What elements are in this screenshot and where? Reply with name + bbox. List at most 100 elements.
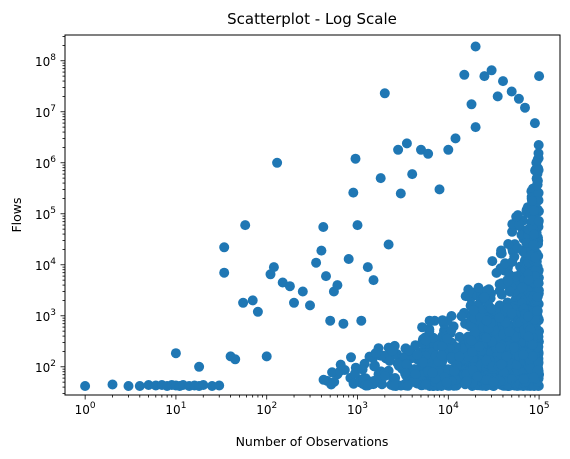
scatter-point — [368, 275, 379, 286]
scatter-point — [410, 369, 421, 379]
scatter-point — [343, 254, 354, 264]
scatter-point — [533, 165, 544, 175]
x-tick-label: 100 — [75, 401, 96, 417]
scatter-point — [388, 380, 399, 391]
scatter-point — [505, 286, 516, 297]
scatter-point — [383, 239, 394, 250]
scatter-point — [474, 341, 485, 352]
scatter-point — [496, 248, 507, 259]
x-tick-label: 103 — [347, 401, 368, 417]
scatter-point — [467, 347, 478, 357]
scatter-point — [481, 315, 492, 326]
scatter-point — [134, 381, 145, 391]
scatter-point — [496, 289, 507, 300]
scatter-point — [511, 211, 522, 222]
scatter-point — [528, 372, 539, 383]
scatter-point — [494, 312, 505, 323]
scatter-point — [523, 331, 534, 342]
scatter-point — [230, 354, 241, 365]
scatter-point — [533, 215, 544, 226]
scatter-point — [420, 379, 431, 390]
scatter-point — [311, 257, 322, 268]
scatter-point — [529, 118, 540, 129]
scatter-point — [318, 374, 329, 385]
scatter-point — [511, 359, 522, 370]
scatter-point — [379, 371, 390, 381]
scatter-point — [507, 219, 518, 230]
y-tick-label: 104 — [35, 257, 56, 273]
scatter-point — [496, 359, 507, 370]
scatter-point — [529, 229, 539, 240]
scatter-point — [532, 292, 543, 302]
scatter-point — [297, 286, 308, 297]
scatter-point — [507, 226, 518, 237]
scatter-point — [454, 331, 465, 342]
scatter-point — [327, 367, 338, 378]
scatter-point — [530, 252, 541, 263]
scatter-point — [441, 377, 452, 388]
scatter-point — [517, 282, 528, 293]
scatter-point — [509, 342, 520, 353]
scatter-point — [446, 325, 457, 336]
scatter-point — [284, 281, 295, 292]
scatter-point — [387, 345, 398, 356]
scatter-point — [434, 184, 445, 195]
scatter-point — [427, 367, 438, 378]
scatter-point — [470, 122, 481, 133]
plot-frame — [64, 34, 561, 396]
scatter-point — [506, 86, 517, 97]
scatter-point — [401, 138, 412, 149]
scatter-point — [449, 366, 460, 377]
scatter-point — [466, 99, 477, 110]
scatter-point — [329, 376, 340, 387]
scatter-point — [468, 305, 479, 316]
scatter-point — [384, 355, 395, 366]
scatter-point — [498, 76, 508, 87]
y-axis-label: Flows — [9, 197, 24, 232]
scatter-point — [420, 335, 431, 346]
scatter-point — [534, 71, 545, 82]
y-tick-label: 108 — [35, 53, 56, 69]
x-tick-label: 105 — [529, 401, 550, 417]
scatter-point — [518, 374, 529, 384]
scatter-point — [412, 349, 423, 360]
scatter-point — [402, 380, 413, 391]
points-layer — [80, 41, 545, 391]
scatter-point — [528, 240, 539, 251]
scatter-point — [514, 219, 525, 230]
scatter-point — [392, 358, 403, 369]
scatter-point — [479, 292, 490, 303]
scatter-point — [272, 157, 283, 168]
scatter-point — [417, 357, 428, 368]
scatter-point — [533, 278, 544, 289]
scatter-point — [532, 175, 543, 186]
scatter-point — [466, 335, 477, 346]
scatter-point — [527, 351, 538, 362]
scatter-point — [219, 242, 230, 253]
scatter-point — [207, 381, 218, 391]
scatter-point — [423, 148, 434, 159]
scatter-point — [473, 282, 484, 293]
scatter-point — [407, 169, 418, 180]
scatter-point — [501, 351, 512, 362]
scatter-point — [479, 71, 490, 82]
x-tick-label: 104 — [438, 401, 459, 417]
scatter-point — [459, 69, 470, 80]
y-axis-ticks: 102 103 104 105 106 107 108 — [35, 36, 65, 394]
scatter-point — [488, 376, 499, 387]
scatter-point — [170, 348, 181, 359]
x-axis-ticks: 100 101 102 103 104 105 — [75, 395, 550, 417]
scatter-point — [437, 341, 448, 351]
scatter-point — [348, 187, 359, 198]
scatter-point — [492, 91, 503, 102]
scatter-point — [529, 205, 539, 216]
x-tick-label: 101 — [165, 401, 186, 417]
scatter-point — [523, 274, 534, 285]
scatter-point — [325, 315, 336, 326]
scatter-point — [486, 303, 497, 314]
scatter-point — [316, 245, 327, 256]
scatter-point — [401, 359, 412, 370]
scatter-point — [503, 276, 513, 287]
scatter-point — [443, 144, 454, 155]
